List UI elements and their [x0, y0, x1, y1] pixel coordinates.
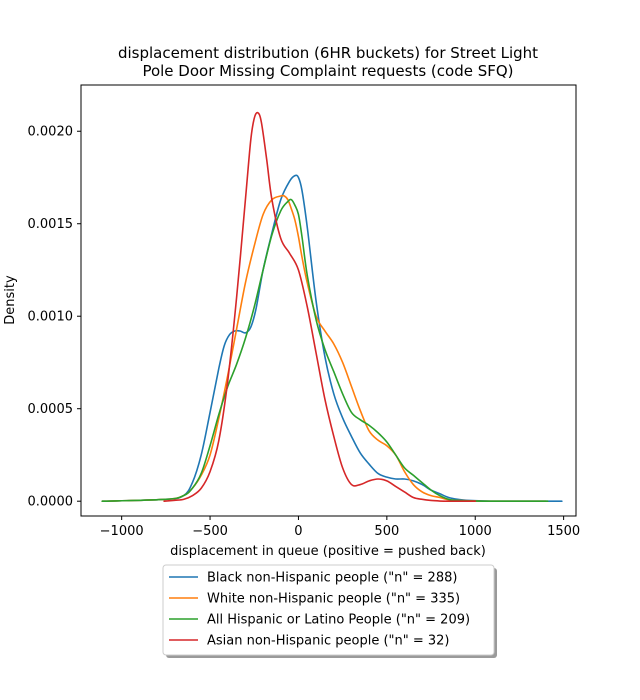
legend-label: Black non-Hispanic people ("n" = 288) — [207, 571, 457, 586]
legend-item: Asian non-Hispanic people ("n" = 32) — [169, 634, 450, 649]
legend-item: Black non-Hispanic people ("n" = 288) — [169, 571, 457, 586]
series-line-4 — [163, 111, 477, 503]
legend-label: White non-Hispanic people ("n" = 335) — [207, 592, 460, 607]
x-tick-label: −500 — [192, 524, 228, 539]
x-axis-label: displacement in queue (positive = pushed… — [170, 544, 486, 559]
y-axis-ticks: 0.0000 0.0005 0.0010 0.0015 0.0020 — [28, 125, 81, 510]
x-tick-label: 0 — [294, 524, 302, 539]
chart-title-line-2: Pole Door Missing Complaint requests (co… — [142, 62, 513, 80]
x-axis-ticks: −1000 −500 0 500 1000 1500 — [100, 516, 580, 539]
legend-item: All Hispanic or Latino People ("n" = 209… — [169, 613, 470, 628]
x-tick-label: 500 — [374, 524, 399, 539]
y-axis-label: Density — [3, 275, 18, 325]
x-tick-label: 1000 — [459, 524, 492, 539]
y-tick-label: 0.0000 — [28, 495, 74, 510]
y-tick-label: 0.0010 — [28, 310, 74, 325]
legend-box — [162, 564, 495, 656]
y-tick-label: 0.0020 — [28, 125, 74, 140]
y-tick-label: 0.0015 — [28, 217, 74, 232]
y-tick-label: 0.0005 — [28, 402, 74, 417]
x-tick-label: −1000 — [100, 524, 144, 539]
series-line-1 — [101, 174, 563, 503]
plot-area-frame — [80, 84, 577, 517]
legend: Black non-Hispanic people ("n" = 288) Whi… — [162, 564, 497, 658]
legend-items: Black non-Hispanic people ("n" = 288) Whi… — [169, 571, 470, 649]
legend-label: All Hispanic or Latino People ("n" = 209… — [207, 613, 470, 628]
x-tick-label: 1500 — [547, 524, 580, 539]
legend-label: Asian non-Hispanic people ("n" = 32) — [207, 634, 450, 649]
legend-item: White non-Hispanic people ("n" = 335) — [169, 592, 460, 607]
chart-title-line-1: displacement distribution (6HR buckets) … — [118, 44, 538, 62]
series-layer — [101, 111, 563, 503]
